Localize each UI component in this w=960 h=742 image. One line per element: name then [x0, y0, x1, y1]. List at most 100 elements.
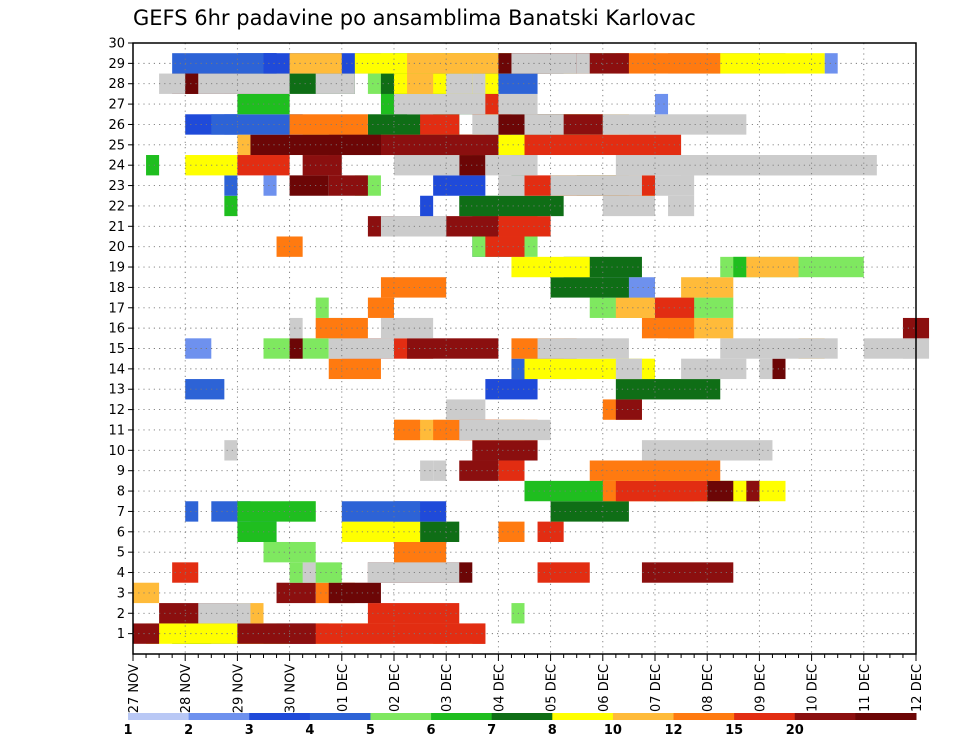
heatmap-cell	[602, 195, 655, 217]
heatmap-cell	[459, 155, 486, 176]
heatmap-cell	[341, 521, 421, 542]
y-tick-label: 26	[108, 118, 125, 133]
colorbar-segment	[309, 713, 371, 720]
heatmap-cell	[198, 603, 251, 624]
x-tick-label: 02 DEC	[388, 664, 403, 712]
heatmap-cell	[328, 358, 381, 380]
heatmap-cell	[302, 562, 316, 583]
heatmap-cell	[615, 297, 655, 318]
heatmap-cell	[459, 460, 499, 481]
heatmap-cell	[655, 93, 669, 115]
colorbar-segment	[491, 713, 553, 720]
y-tick-label: 27	[108, 98, 125, 113]
colorbar-label: 10	[604, 723, 622, 738]
heatmap-cell	[641, 440, 773, 461]
x-tick-label: 08 DEC	[701, 664, 716, 712]
heatmap-cell	[211, 114, 303, 135]
heatmap-cell	[433, 175, 486, 196]
heatmap-cell	[641, 317, 695, 339]
heatmap-cell	[328, 582, 381, 604]
heatmap-cell	[641, 562, 734, 583]
colorbar-label: 1	[123, 723, 132, 738]
heatmap-cell	[367, 297, 394, 318]
y-tick-label: 10	[108, 444, 125, 459]
colorbar-segment	[249, 713, 311, 720]
colorbar-segment	[673, 713, 735, 720]
heatmap-cell	[289, 175, 329, 196]
x-tick-label: 30 NOV	[284, 664, 299, 713]
heatmap-cell	[615, 379, 721, 400]
heatmap-cell	[707, 53, 825, 74]
heatmap-cell	[224, 175, 238, 196]
x-tick-label: 10 DEC	[806, 664, 821, 712]
heatmap-cell	[263, 175, 277, 196]
colorbar-segment	[794, 713, 856, 720]
heatmap-cell	[289, 114, 368, 135]
heatmap-cell	[289, 317, 303, 339]
colorbar-segment	[188, 713, 250, 720]
heatmap-cell	[615, 480, 708, 502]
x-tick-label: 03 DEC	[440, 664, 455, 712]
colorbar-segment	[431, 713, 493, 720]
heatmap-cell	[367, 562, 460, 583]
x-tick-label: 04 DEC	[492, 664, 507, 712]
heatmap-cell	[589, 460, 721, 481]
heatmap-cell	[237, 521, 277, 542]
heatmap-cell	[172, 53, 264, 74]
heatmap-cell	[485, 155, 538, 176]
y-axis: 1234567891011121314151617181920212223242…	[108, 37, 133, 642]
x-tick-label: 05 DEC	[545, 664, 560, 712]
heatmap-cell	[576, 53, 590, 74]
heatmap-cell	[498, 521, 525, 542]
heatmap-cell	[524, 134, 682, 156]
y-tick-label: 19	[108, 261, 125, 276]
x-tick-label: 01 DEC	[336, 664, 351, 712]
x-tick-label: 09 DEC	[753, 664, 768, 712]
y-tick-label: 22	[108, 199, 125, 214]
heatmap-cell	[733, 256, 747, 278]
y-tick-label: 7	[117, 505, 125, 520]
colorbar-label: 6	[427, 723, 436, 738]
y-tick-label: 12	[108, 403, 125, 418]
y-tick-label: 13	[108, 383, 125, 398]
heatmap-cell	[276, 582, 316, 604]
heatmap-cell	[459, 195, 564, 217]
heatmap-cell	[824, 53, 838, 74]
colorbar-segment	[612, 713, 675, 720]
x-tick-label: 29 NOV	[231, 664, 246, 713]
heatmap-cell	[289, 623, 486, 644]
heatmap-cell	[185, 501, 199, 522]
heatmap-cell	[198, 73, 290, 94]
y-tick-label: 3	[117, 586, 125, 601]
colorbar-label: 4	[305, 723, 314, 738]
heatmap-cell	[668, 195, 695, 217]
y-tick-label: 25	[108, 138, 125, 153]
heatmap-cell	[407, 338, 499, 359]
heatmap-cell	[341, 501, 421, 522]
y-tick-label: 24	[108, 159, 125, 174]
heatmap-cell	[472, 440, 538, 461]
y-tick-label: 15	[108, 342, 125, 357]
heatmap-cell	[733, 155, 799, 176]
heatmap-cell	[146, 155, 160, 176]
heatmap-cell	[707, 480, 734, 502]
heatmap-cell	[615, 358, 642, 380]
colorbar-segment	[855, 713, 917, 720]
heatmap-cell	[237, 134, 251, 156]
heatmap-cell	[485, 236, 525, 257]
colorbar-segment	[128, 713, 190, 720]
heatmap-cell	[159, 73, 186, 94]
y-tick-label: 16	[108, 322, 125, 337]
heatmap-cell	[394, 419, 421, 441]
y-tick-label: 29	[108, 57, 125, 72]
heatmap-cell	[133, 582, 160, 604]
x-tick-label: 12 DEC	[910, 664, 925, 712]
heatmap-cell	[485, 379, 538, 400]
heatmap-cell	[237, 501, 316, 522]
heatmap-cell	[289, 338, 303, 359]
heatmap-cell	[185, 379, 225, 400]
y-tick-label: 18	[108, 281, 125, 296]
y-tick-label: 28	[108, 77, 125, 92]
y-tick-label: 1	[117, 627, 125, 642]
